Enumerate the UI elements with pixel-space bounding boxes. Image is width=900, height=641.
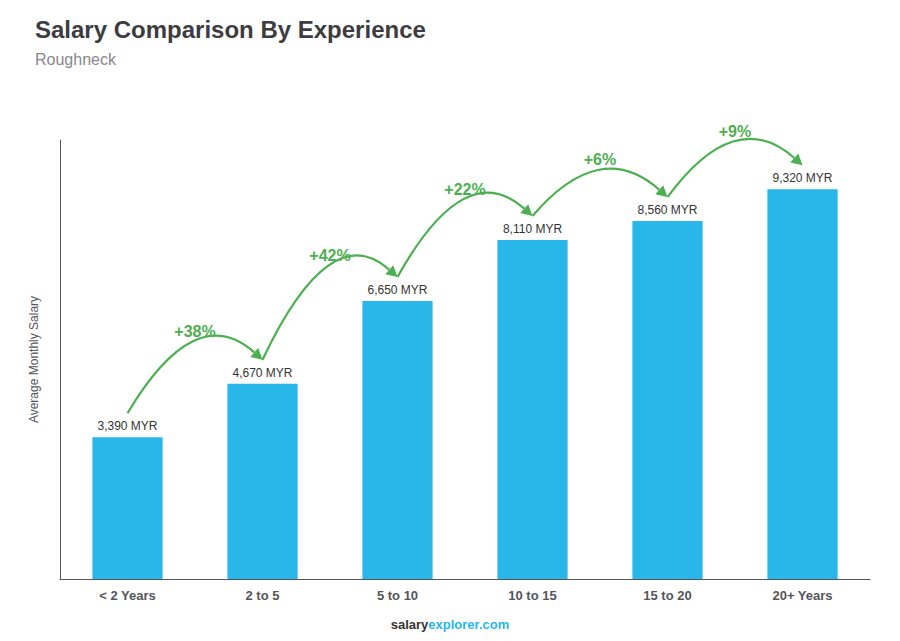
svg-text:salary: salary [391,617,429,632]
svg-text:9,320 MYR: 9,320 MYR [772,171,832,185]
svg-text:Average Monthly Salary: Average Monthly Salary [27,296,41,423]
svg-text:3,390 MYR: 3,390 MYR [97,419,157,433]
svg-text:2 to 5: 2 to 5 [246,588,280,603]
svg-text:8,110 MYR: 8,110 MYR [503,222,562,236]
svg-text:6,650 MYR: 6,650 MYR [367,283,427,297]
svg-text:Roughneck: Roughneck [35,51,117,68]
svg-text:20+ Years: 20+ Years [772,588,832,603]
svg-text:Salary Comparison By Experienc: Salary Comparison By Experience [35,16,426,43]
svg-text:explorer.com: explorer.com [428,617,509,632]
svg-text:4,670 MYR: 4,670 MYR [232,366,292,380]
svg-text:8,560 MYR: 8,560 MYR [637,203,697,217]
svg-text:15 to 20: 15 to 20 [643,588,691,603]
svg-text:+6%: +6% [584,151,616,168]
svg-text:+38%: +38% [174,323,215,340]
svg-text:+22%: +22% [444,181,485,198]
svg-text:+42%: +42% [309,247,350,264]
svg-text:< 2 Years: < 2 Years [99,588,156,603]
svg-text:+9%: +9% [719,123,751,140]
svg-text:10 to 15: 10 to 15 [508,588,556,603]
svg-text:5 to 10: 5 to 10 [377,588,418,603]
